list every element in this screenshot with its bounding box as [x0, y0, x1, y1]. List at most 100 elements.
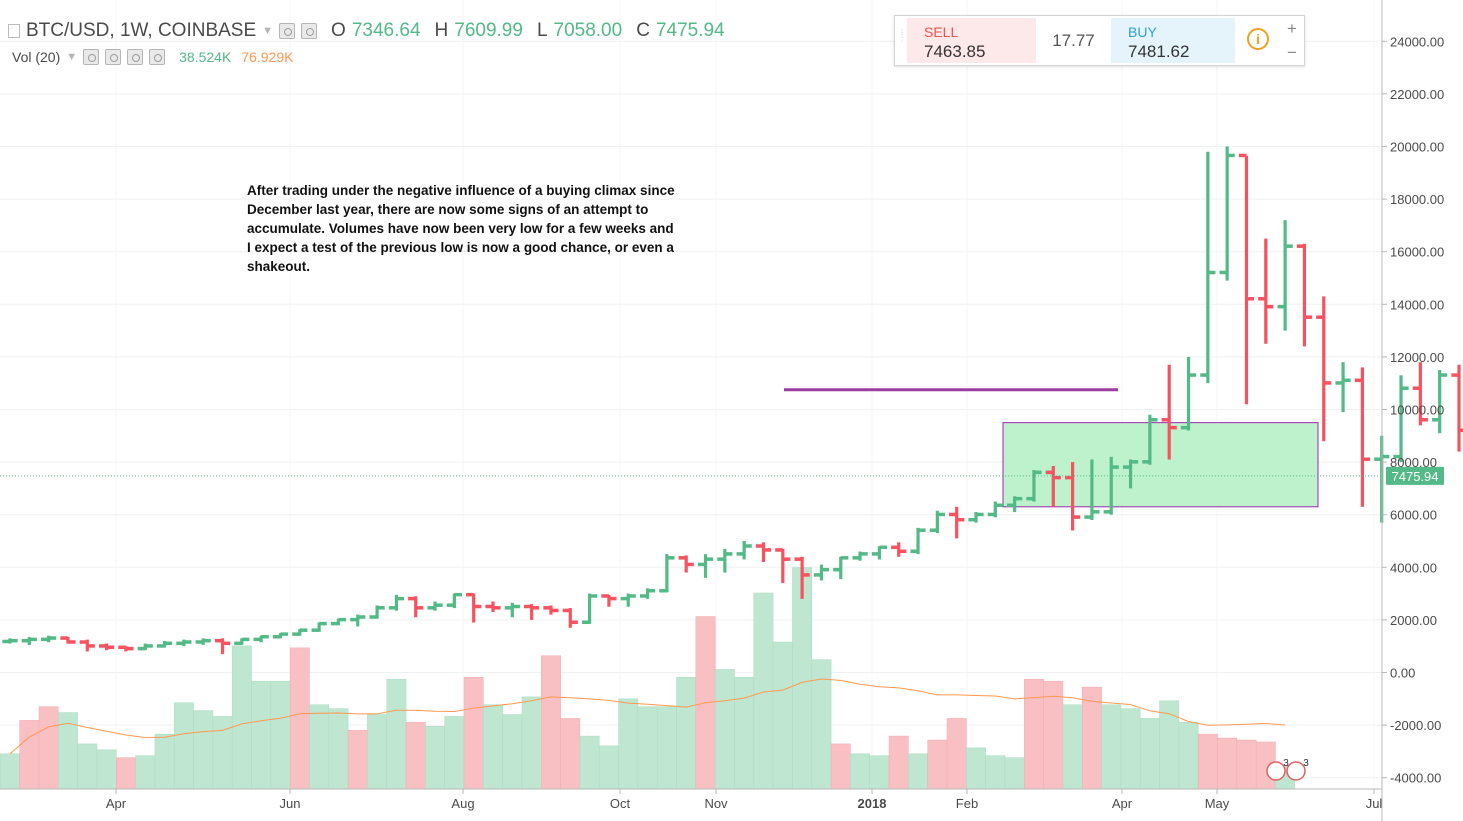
ohlc-close-tick [1246, 297, 1255, 301]
ohlc-bar [408, 596, 424, 618]
ohlc-bar [1065, 462, 1081, 531]
close-icon[interactable] [149, 49, 166, 65]
close-label: C [636, 20, 650, 41]
drag-handle-icon[interactable]: ⋮ ⋮ [898, 28, 906, 42]
volume-bar [869, 755, 890, 790]
ohlc-open-tick [1354, 378, 1363, 383]
y-tick-label: -4000.00 [1390, 771, 1441, 786]
ohlc-open-tick [755, 544, 764, 548]
buy-button[interactable]: BUY 7481.62 [1111, 18, 1235, 63]
volume-bar [560, 718, 581, 790]
ohlc-wick [530, 604, 534, 620]
ohlc-close-tick [1362, 457, 1370, 461]
ohlc-bar [620, 593, 636, 607]
trade-widget: ⋮ ⋮ SELL 7463.85 17.77 BUY 7481.62 i + − [894, 15, 1305, 66]
event-flags[interactable]: 3 3 [1266, 758, 1309, 781]
ohlc-wick [1438, 370, 1442, 434]
volume-bar [1197, 733, 1218, 790]
ohlc-open-tick [79, 640, 88, 644]
ohlc-wick [761, 542, 766, 563]
time-axis[interactable]: Apr Jun Aug Oct Nov 2018 Feb Apr May Jul [106, 789, 1383, 811]
ohlc-close-tick [493, 606, 501, 610]
x-tick-label: May [1205, 796, 1230, 811]
ohlc-bar [524, 604, 540, 620]
ohlc-open-tick [1219, 270, 1228, 275]
ohlc-open-tick [369, 615, 378, 619]
ohlc-close-tick [821, 567, 830, 572]
ohlc-bar [833, 556, 849, 580]
ohlc-wick [1225, 146, 1229, 281]
ohlc-bar [292, 628, 308, 636]
price-axis[interactable]: 24000.00 22000.00 20000.00 18000.00 16000.00… [1382, 34, 1444, 786]
ohlc-close-tick [512, 604, 520, 609]
volume-title[interactable]: Vol (20) [12, 49, 61, 65]
x-tick-label: Apr [106, 796, 127, 811]
collapse-icon[interactable] [8, 24, 20, 38]
ohlc-bar [891, 542, 907, 557]
ohlc-close-tick [744, 544, 752, 548]
minus-button[interactable]: − [1287, 43, 1297, 62]
ohlc-close-tick [976, 512, 984, 517]
ohlc-close-tick [48, 636, 57, 640]
chart-annotation[interactable]: After trading under the negative influen… [247, 183, 675, 274]
chevron-down-icon[interactable]: ▼ [66, 51, 78, 63]
ohlc-wick [1206, 151, 1210, 384]
gear-icon[interactable] [105, 49, 122, 65]
volume-bar [714, 669, 735, 790]
ohlc-close-tick [1111, 465, 1119, 469]
ohlc-close-tick [261, 634, 269, 639]
ohlc-wick [549, 605, 553, 615]
volume-bar [792, 567, 813, 790]
ohlc-close-tick [396, 596, 404, 601]
ohlc-close-tick [203, 638, 211, 643]
ohlc-bar [717, 548, 733, 573]
ohlc-open-tick [1180, 425, 1189, 430]
chevron-down-icon[interactable]: ▼ [262, 25, 274, 37]
sell-button[interactable]: SELL 7463.85 [907, 18, 1036, 63]
ohlc-bar [388, 594, 404, 611]
ohlc-open-tick [794, 557, 803, 561]
volume-ma-value: 76.929K [241, 49, 294, 65]
ohlc-close-tick [1169, 425, 1177, 430]
plus-button[interactable]: + [1287, 19, 1297, 38]
ohlc-close-tick [87, 644, 95, 648]
eye-icon[interactable] [83, 49, 100, 65]
info-icon[interactable]: i [1247, 28, 1269, 50]
volume-bar [946, 718, 967, 790]
add-icon[interactable] [127, 49, 144, 65]
ohlc-open-tick [1374, 457, 1382, 461]
ohlc-close-tick [1207, 270, 1216, 275]
ohlc-close-tick [531, 606, 540, 610]
y-tick-label: 16000.00 [1390, 245, 1444, 260]
eye-icon[interactable] [279, 23, 296, 39]
ohlc-close-tick [435, 603, 443, 607]
flag-icon[interactable] [1286, 761, 1306, 781]
volume-bar [405, 722, 426, 790]
volume-bar [599, 745, 619, 790]
y-tick-label: 18000.00 [1390, 192, 1444, 207]
ohlc-open-tick [1316, 315, 1324, 319]
ohlc-bar [485, 601, 501, 613]
ohlc-open-tick [1045, 470, 1054, 475]
volume-ma-line [9, 678, 1286, 755]
volume-bar [463, 677, 484, 790]
ohlc-close-tick [1227, 153, 1235, 158]
flag-icon[interactable] [1266, 761, 1286, 781]
volume-bar [77, 743, 98, 790]
volume-bar [850, 753, 870, 790]
y-tick-label: 24000.00 [1390, 34, 1444, 49]
symbol-title[interactable]: BTC/USD, 1W, COINBASE [26, 20, 257, 41]
y-tick-label: 8000.00 [1390, 455, 1437, 470]
ohlc-open-tick [330, 621, 339, 626]
ohlc-wick [800, 556, 804, 599]
volume-bar [19, 720, 40, 790]
gear-icon[interactable] [301, 23, 318, 39]
ohlc-close-tick [1130, 460, 1139, 464]
ohlc-wick [955, 506, 959, 539]
ohlc-bar [504, 602, 520, 618]
x-tick-label: Feb [956, 796, 978, 811]
ohlc-close-tick [1439, 373, 1448, 377]
ohlc-bar [330, 617, 347, 626]
ohlc-close-tick [570, 620, 578, 625]
